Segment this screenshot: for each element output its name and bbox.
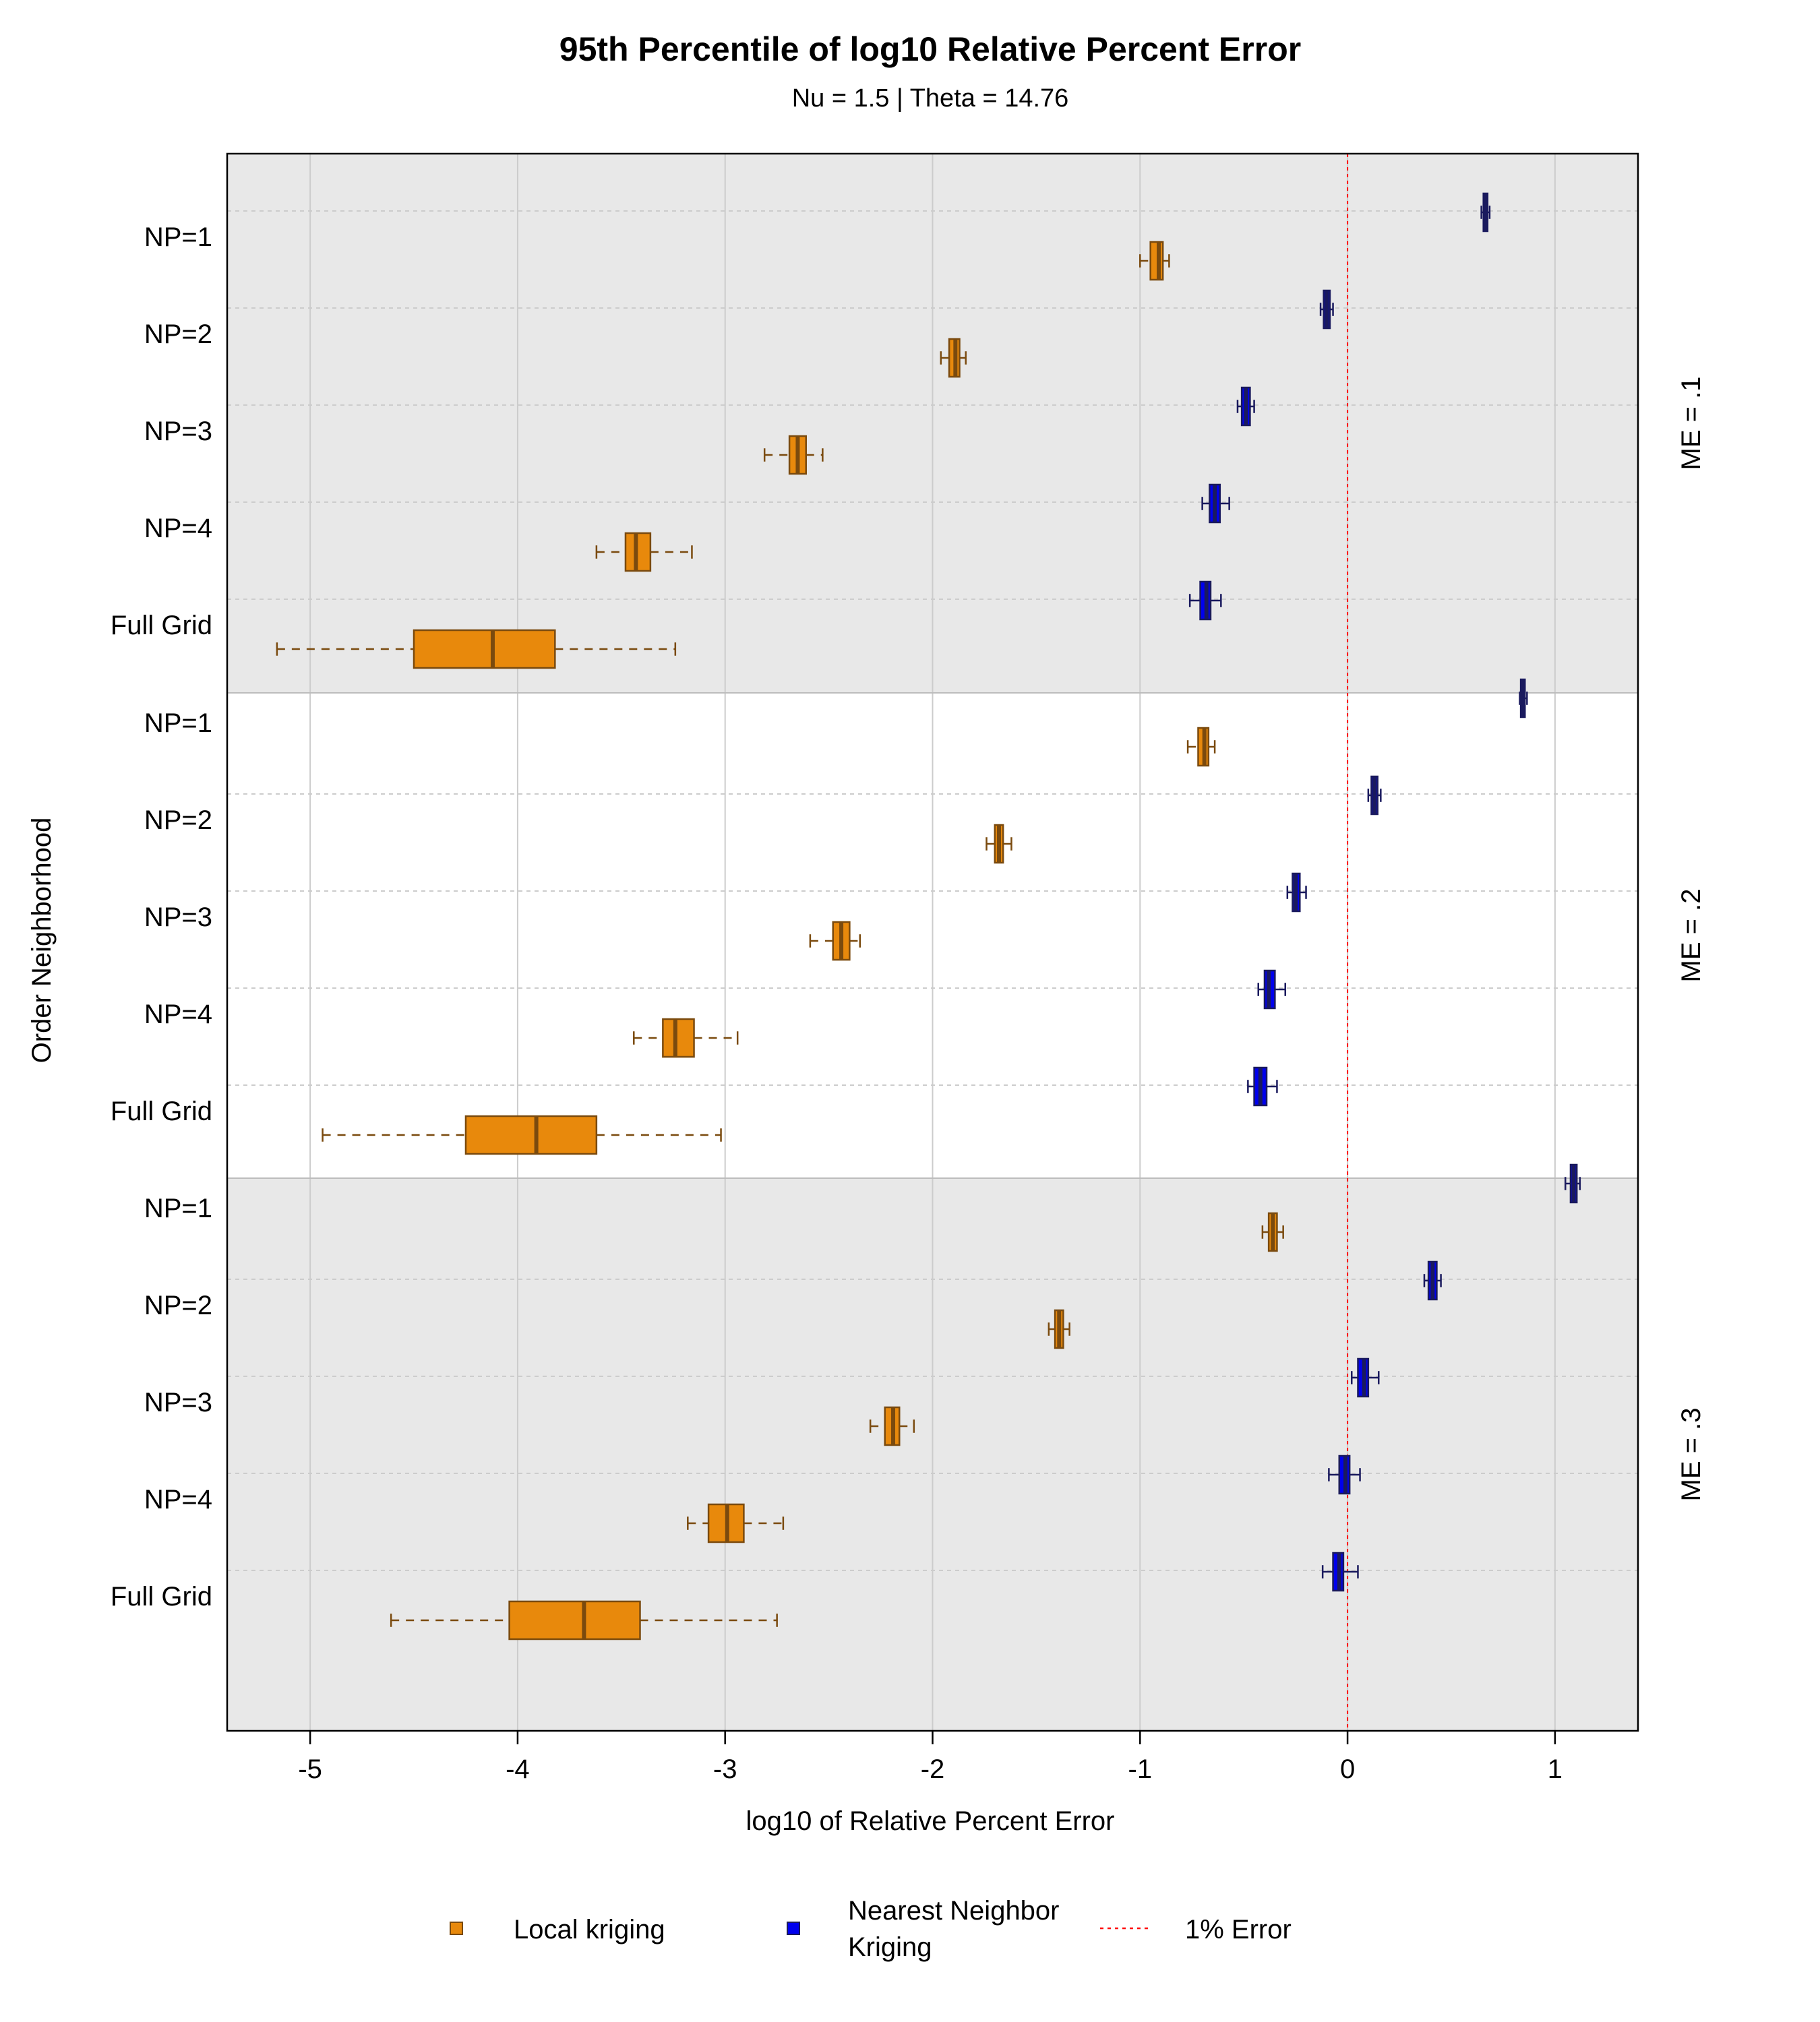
legend-ref-label: 1% Error [1185, 1915, 1292, 1944]
category-label-3-3: NP=3 [144, 1388, 212, 1417]
nn-box-2-4 [1257, 969, 1286, 1010]
panel-label-1: ME = .1 [1676, 377, 1706, 470]
category-label-3-4: NP=4 [144, 1485, 212, 1514]
box-iqr [413, 629, 556, 669]
nn-box-2-5 [1247, 1066, 1278, 1107]
nn-box-3-5 [1321, 1552, 1359, 1592]
y-axis-label: Order Neighborhood [27, 818, 57, 1064]
local-box-2-1 [1186, 727, 1216, 767]
nn-box-2-1 [1519, 678, 1528, 718]
nn-box-1-5 [1188, 580, 1222, 621]
local-box-3-4 [687, 1503, 785, 1543]
nn-box-3-3 [1350, 1357, 1380, 1398]
chart-title: 95th Percentile of log10 Relative Percen… [559, 30, 1301, 68]
nn-box-1-3 [1236, 386, 1255, 427]
box-iqr [464, 1115, 598, 1155]
legend-local-label: Local kriging [514, 1915, 665, 1944]
local-box-2-4 [633, 1018, 739, 1058]
local-box-3-3 [869, 1406, 915, 1446]
category-label-2-4: NP=4 [144, 1000, 212, 1029]
x-tick-label: -1 [1128, 1754, 1153, 1784]
legend-local-swatch [450, 1922, 463, 1935]
box-iqr [508, 1600, 641, 1641]
category-label-1-2: NP=2 [144, 319, 212, 349]
x-tick-label: -5 [298, 1754, 322, 1784]
local-box-3-5 [390, 1600, 778, 1641]
legend-nn-swatch [787, 1922, 800, 1935]
local-box-3-2 [1048, 1309, 1070, 1349]
x-tick-label: -4 [506, 1754, 530, 1784]
local-box-2-2 [985, 824, 1012, 864]
local-box-1-3 [763, 435, 824, 475]
nn-box-2-2 [1367, 775, 1382, 816]
panel-label-2: ME = .2 [1676, 889, 1706, 983]
nn-box-3-1 [1565, 1163, 1581, 1204]
local-box-1-4 [595, 532, 693, 572]
x-tick-label: -3 [713, 1754, 737, 1784]
plot-frame [226, 152, 1639, 1732]
panel-label-3: ME = .3 [1676, 1408, 1706, 1502]
gridlines [227, 154, 1638, 1732]
local-box-2-5 [322, 1115, 722, 1155]
category-label-3-1: NP=1 [144, 1194, 212, 1223]
x-tick-label: -2 [921, 1754, 945, 1784]
category-label-3-2: NP=2 [144, 1291, 212, 1320]
local-box-1-5 [276, 629, 677, 669]
category-label-2-2: NP=2 [144, 805, 212, 835]
x-axis-label: log10 of Relative Percent Error [746, 1806, 1115, 1836]
box-iqr [1149, 241, 1164, 281]
x-axis: -5 -4 -3 -2 -1 0 1 [298, 1731, 1563, 1784]
local-box-2-3 [809, 921, 861, 961]
nn-box-1-2 [1319, 289, 1334, 330]
nn-box-2-3 [1286, 872, 1307, 913]
category-labels: NP=1 NP=2 NP=3 NP=4 Full Grid NP=1 NP=2 NP=3 NP=… [111, 222, 212, 1612]
local-box-1-2 [940, 338, 967, 378]
local-box-1-1 [1139, 241, 1170, 281]
legend-nn-label-line1: Nearest Neighbor [848, 1896, 1060, 1926]
nn-box-1-4 [1201, 483, 1230, 524]
nn-box-3-2 [1423, 1260, 1442, 1301]
chart-subtitle: Nu = 1.5 | Theta = 14.76 [792, 84, 1069, 113]
x-tick-label: 1 [1548, 1754, 1563, 1784]
category-label-1-4: NP=4 [144, 514, 212, 543]
category-label-1-1: NP=1 [144, 222, 212, 252]
legend-nn-label-line2: Kriging [848, 1932, 932, 1962]
category-label-2-5: Full Grid [111, 1097, 212, 1126]
x-tick-label: 0 [1340, 1754, 1355, 1784]
box-iqr [662, 1018, 695, 1058]
legend: Local kriging Nearest Neighbor Kriging 1… [450, 1896, 1292, 1962]
nn-box-3-4 [1328, 1454, 1361, 1495]
category-label-3-5: Full Grid [111, 1582, 212, 1612]
nn-box-1-1 [1480, 192, 1491, 233]
local-box-3-1 [1261, 1212, 1284, 1252]
panel-strip-labels: ME = .1 ME = .2 ME = .3 [1676, 377, 1706, 1502]
box-iqr [624, 532, 652, 572]
category-label-1-5: Full Grid [111, 611, 212, 640]
boxplots [276, 192, 1581, 1641]
category-label-2-1: NP=1 [144, 708, 212, 738]
category-label-2-3: NP=3 [144, 902, 212, 932]
category-label-1-3: NP=3 [144, 417, 212, 446]
